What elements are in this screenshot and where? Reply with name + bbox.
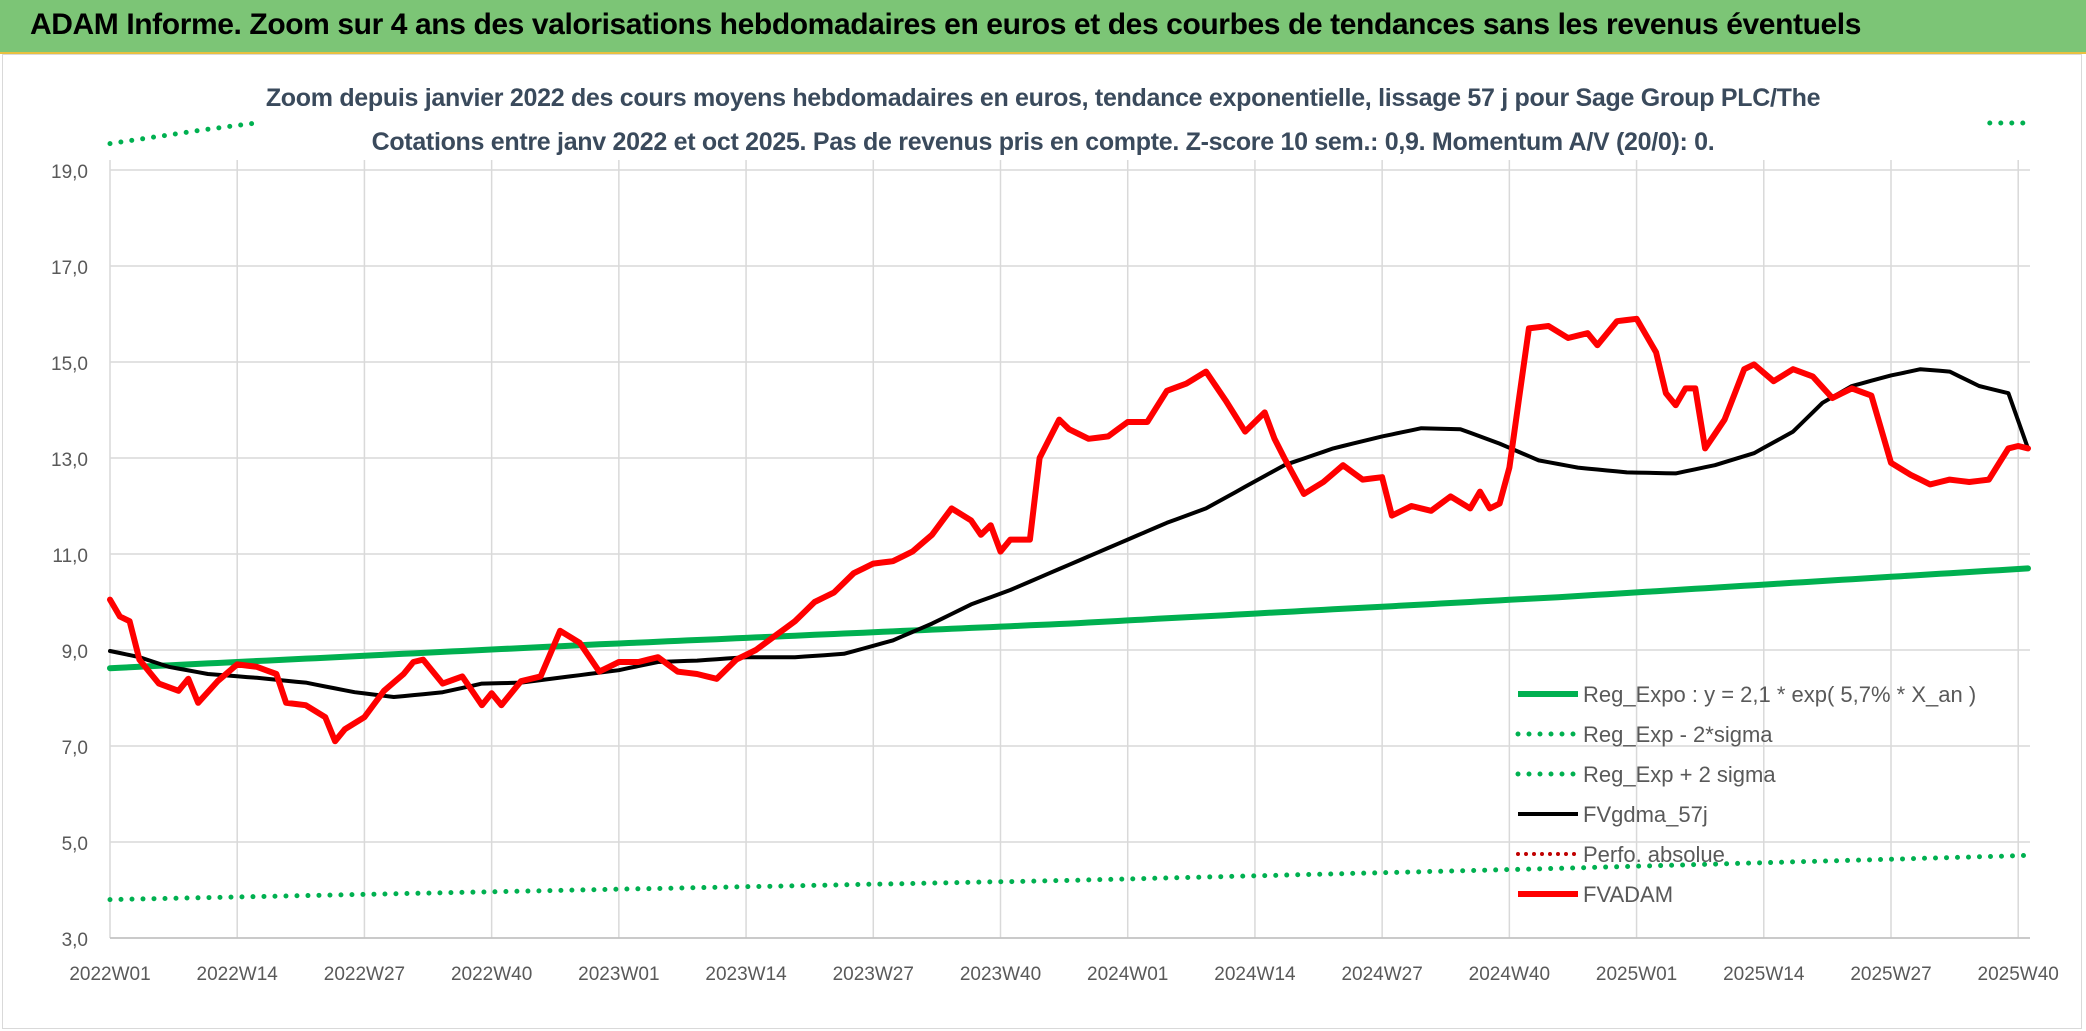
- y-tick-label: 13,0: [51, 450, 88, 471]
- y-tick-label: 9,0: [62, 642, 88, 663]
- chart-frame: [2, 54, 2082, 1029]
- series-line-solid-black: [108, 367, 2030, 699]
- x-tick-label: 2023W14: [705, 964, 787, 985]
- x-tick-label: 2024W40: [1469, 964, 1550, 985]
- report-title: ADAM Informe. Zoom sur 4 ans des valoris…: [30, 8, 1862, 41]
- chart-subtitle: Cotations entre janv 2022 et oct 2025. P…: [371, 128, 1715, 156]
- legend-label: Reg_Exp + 2 sigma: [1583, 762, 1776, 787]
- y-tick-label: 7,0: [62, 738, 88, 759]
- x-tick-label: 2024W27: [1341, 964, 1422, 985]
- legend-label: Reg_Exp - 2*sigma: [1583, 722, 1773, 747]
- x-tick-label: 2025W27: [1850, 964, 1931, 985]
- series-layer: [107, 120, 2031, 903]
- series-line-dotted-green: [107, 120, 260, 147]
- x-tick-label: 2025W40: [1978, 964, 2059, 985]
- legend-label: FVADAM: [1583, 882, 1673, 907]
- y-tick-label: 15,0: [51, 354, 88, 375]
- legend: Reg_Expo : y = 2,1 * exp( 5,7% * X_an ) R…: [1515, 682, 1976, 907]
- x-axis-ticks: 2022W01 2022W14 2022W27 2022W40 2023W01 2023W…: [69, 964, 2059, 985]
- x-tick-label: 2024W01: [1087, 964, 1168, 985]
- legend-label: FVgdma_57j: [1583, 802, 1708, 827]
- y-tick-label: 11,0: [52, 546, 88, 567]
- y-tick-label: 19,0: [51, 162, 88, 183]
- x-tick-label: 2022W01: [69, 964, 150, 985]
- legend-label: Perfo. absolue: [1583, 842, 1725, 867]
- y-tick-label: 5,0: [62, 834, 88, 855]
- legend-label: Reg_Expo : y = 2,1 * exp( 5,7% * X_an ): [1583, 682, 1976, 707]
- x-tick-label: 2023W01: [578, 964, 659, 985]
- x-tick-label: 2023W40: [960, 964, 1041, 985]
- x-tick-label: 2022W14: [197, 964, 279, 985]
- report-banner: ADAM Informe. Zoom sur 4 ans des valoris…: [0, 0, 2086, 54]
- x-tick-label: 2022W40: [451, 964, 532, 985]
- series-line-solid-red: [107, 315, 2031, 745]
- x-tick-label: 2025W01: [1596, 964, 1677, 985]
- y-tick-label: 3,0: [62, 930, 88, 951]
- chart-title: Zoom depuis janvier 2022 des cours moyen…: [265, 84, 1821, 112]
- y-tick-label: 17,0: [51, 258, 88, 279]
- x-tick-label: 2024W14: [1214, 964, 1296, 985]
- x-tick-label: 2023W27: [833, 964, 914, 985]
- x-tick-label: 2025W14: [1723, 964, 1805, 985]
- y-axis-ticks: 3,0 5,0 7,0 9,0 11,0 13,0 15,0 17,0 19,0: [51, 162, 88, 951]
- series-line-solid-green: [107, 565, 2031, 672]
- x-tick-label: 2022W27: [324, 964, 405, 985]
- grid-lines: [109, 160, 2030, 939]
- series-line-dotted-green: [107, 852, 2031, 903]
